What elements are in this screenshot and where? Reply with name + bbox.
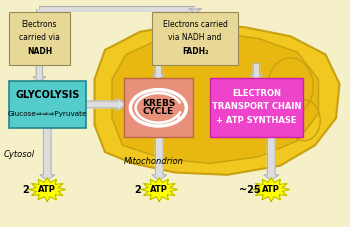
Text: FADH₂: FADH₂ xyxy=(182,47,208,56)
Text: carried via: carried via xyxy=(19,33,60,42)
Polygon shape xyxy=(40,127,55,180)
PathPatch shape xyxy=(112,32,318,163)
Polygon shape xyxy=(264,136,279,180)
FancyBboxPatch shape xyxy=(152,12,238,65)
Polygon shape xyxy=(152,136,167,180)
Text: Electrons: Electrons xyxy=(22,20,57,29)
FancyBboxPatch shape xyxy=(210,78,303,137)
Circle shape xyxy=(130,90,186,126)
FancyBboxPatch shape xyxy=(124,78,193,137)
Text: NADH: NADH xyxy=(27,47,52,56)
Text: Cytosol: Cytosol xyxy=(4,150,35,159)
Polygon shape xyxy=(189,9,202,14)
Polygon shape xyxy=(84,98,126,111)
PathPatch shape xyxy=(94,23,340,175)
Text: ~25: ~25 xyxy=(239,185,260,195)
Text: ATP: ATP xyxy=(38,185,56,194)
Text: ATP: ATP xyxy=(262,185,280,194)
Polygon shape xyxy=(253,178,289,201)
Polygon shape xyxy=(250,64,262,79)
Polygon shape xyxy=(29,178,65,201)
Text: Electrons carried: Electrons carried xyxy=(163,20,228,29)
FancyBboxPatch shape xyxy=(9,81,86,128)
Text: Mitochondrion: Mitochondrion xyxy=(124,157,184,166)
Polygon shape xyxy=(152,64,165,79)
Text: + ATP SYNTHASE: + ATP SYNTHASE xyxy=(216,116,297,125)
Text: via NADH and: via NADH and xyxy=(168,33,222,42)
Polygon shape xyxy=(33,64,46,82)
Polygon shape xyxy=(141,178,177,201)
Text: 2: 2 xyxy=(134,185,141,195)
Text: Glucose⇒⇒⇒Pyruvate: Glucose⇒⇒⇒Pyruvate xyxy=(7,111,87,117)
Text: CYCLE: CYCLE xyxy=(143,107,174,116)
Text: 2: 2 xyxy=(22,185,29,195)
Text: ATP: ATP xyxy=(150,185,168,194)
Text: ELECTRON: ELECTRON xyxy=(232,89,281,98)
Text: TRANSPORT CHAIN: TRANSPORT CHAIN xyxy=(212,102,301,111)
Text: GLYCOLYSIS: GLYCOLYSIS xyxy=(15,90,79,100)
Text: KREBS: KREBS xyxy=(142,99,175,108)
FancyBboxPatch shape xyxy=(9,12,70,65)
